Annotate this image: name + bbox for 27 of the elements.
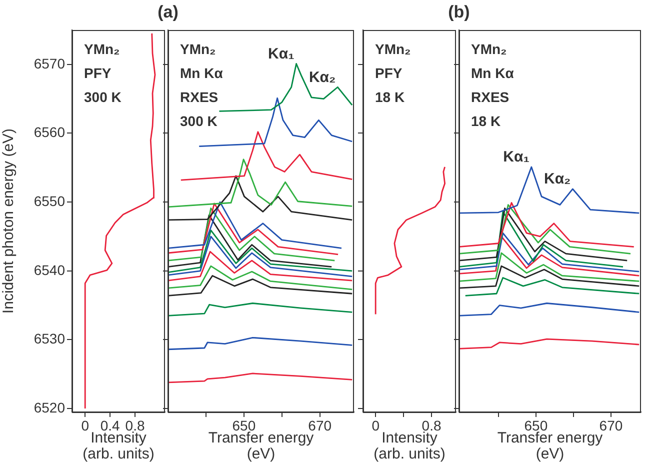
annotation: PFY: [375, 64, 403, 81]
annotation: RXES: [180, 88, 218, 105]
annotation: Kα₂: [308, 68, 336, 86]
y-tick-label: 6520: [34, 399, 66, 416]
y-tick-label: 6570: [34, 55, 66, 72]
annotation: Kα₂: [544, 170, 571, 188]
annotation: Mn Kα: [180, 64, 224, 81]
annotation: YMn₂: [180, 40, 216, 57]
y-tick-label: 6560: [34, 124, 66, 140]
annotation: PFY: [84, 64, 112, 81]
annotation: YMn₂: [84, 40, 120, 57]
annotation: 300 K: [180, 112, 218, 129]
annotation: Kα₁: [503, 148, 530, 166]
annotation: RXES: [471, 88, 510, 105]
y-axis-title: Incident photon energy (eV): [0, 128, 18, 314]
chart-title: (a): [158, 2, 178, 22]
annotation: YMn₂: [471, 40, 507, 57]
annotation: 300 K: [84, 88, 122, 105]
y-tick-label: 6530: [34, 330, 66, 347]
annotation: Mn Kα: [471, 64, 514, 81]
y-tick-label: 6540: [34, 262, 66, 278]
annotation: 18 K: [471, 112, 501, 129]
chart-title: (b): [448, 2, 470, 22]
annotation: 18 K: [375, 88, 405, 105]
annotation: Kα₁: [268, 45, 294, 62]
y-tick-label: 6550: [34, 192, 66, 209]
annotation: YMn₂: [375, 40, 411, 57]
